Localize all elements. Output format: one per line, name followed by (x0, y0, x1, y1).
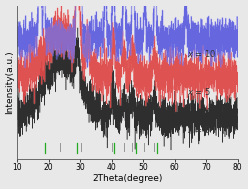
Text: $\it{x}$ = 0: $\it{x}$ = 0 (187, 124, 212, 135)
Text: $\it{x}$ = 5: $\it{x}$ = 5 (187, 86, 211, 97)
Text: $\it{x}$ = 10: $\it{x}$ = 10 (187, 48, 217, 59)
Y-axis label: Intensity(a.u.): Intensity(a.u.) (5, 50, 15, 114)
X-axis label: 2Theta(degree): 2Theta(degree) (92, 174, 163, 184)
